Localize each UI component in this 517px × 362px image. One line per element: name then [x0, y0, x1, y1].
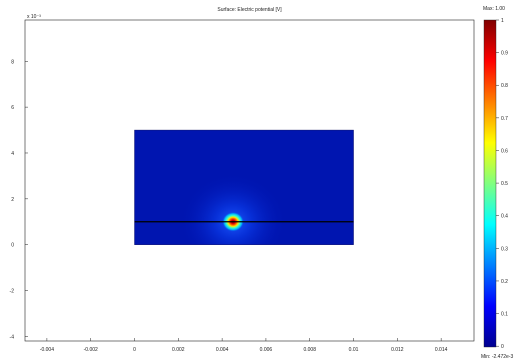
x-tick-label: 0.008 [303, 347, 316, 353]
colorbar-tick-label: 0.3 [501, 246, 508, 252]
y-axis-exponent: x 10⁻³ [27, 14, 41, 20]
domain-outline [134, 129, 354, 245]
y-tick-label: -2 [10, 289, 15, 295]
x-tick-label: 0.014 [435, 347, 448, 353]
colorbar-ticks: 0 0.1 0.2 0.3 0.4 0.5 0.6 0.7 0.8 0.9 1 [496, 18, 508, 350]
y-tick-label: 4 [11, 151, 14, 157]
x-tick-label: 0 [133, 347, 136, 353]
y-tick-label: 8 [11, 59, 14, 65]
colorbar-tick-label: 1 [501, 18, 504, 24]
y-axis: -4 -2 0 2 4 6 8 [10, 59, 28, 340]
colorbar-tick-label: 0 [501, 344, 504, 350]
colorbar-tick-label: 0.8 [501, 83, 508, 89]
x-tick-label: -0.002 [84, 347, 98, 353]
potential-field-glow [180, 173, 286, 245]
colorbar-tick-label: 0.9 [501, 51, 508, 57]
domain-layer [134, 129, 354, 245]
y-tick-label: 6 [11, 105, 14, 111]
x-tick-label: 0.01 [349, 347, 359, 353]
x-tick-label: 0.002 [172, 347, 185, 353]
colorbar-gradient [483, 19, 497, 348]
x-tick-label: 0.012 [391, 347, 404, 353]
colorbar-min-label: Min: -2.472e-3 [481, 354, 513, 360]
colorbar-tick-label: 0.1 [501, 312, 508, 318]
x-tick-label: -0.004 [40, 347, 54, 353]
colorbar-tick-label: 0.4 [501, 214, 508, 220]
y-tick-label: 2 [11, 197, 14, 203]
y-tick-label: 0 [11, 243, 14, 249]
colorbar-tick-label: 0.7 [501, 116, 508, 122]
colorbar-max-label: Max: 1.00 [483, 6, 505, 12]
colorbar: Max: 1.00 00.10.20.30.40.50.60.70.80.91 … [481, 6, 513, 360]
x-tick-label: 0.006 [260, 347, 273, 353]
colorbar-tick-label: 0.6 [501, 148, 508, 154]
y-tick-label: -4 [10, 334, 15, 340]
x-axis: -0.004 -0.002 0 0.002 0.004 0.006 0.008 0.01 0.0… [40, 338, 448, 353]
x-tick-label: 0.004 [216, 347, 229, 353]
colorbar-tick-label: 0.2 [501, 279, 508, 285]
chart-title: Surface: Electric potential [V] [217, 7, 282, 13]
colorbar-tick-label: 0.5 [501, 181, 508, 187]
